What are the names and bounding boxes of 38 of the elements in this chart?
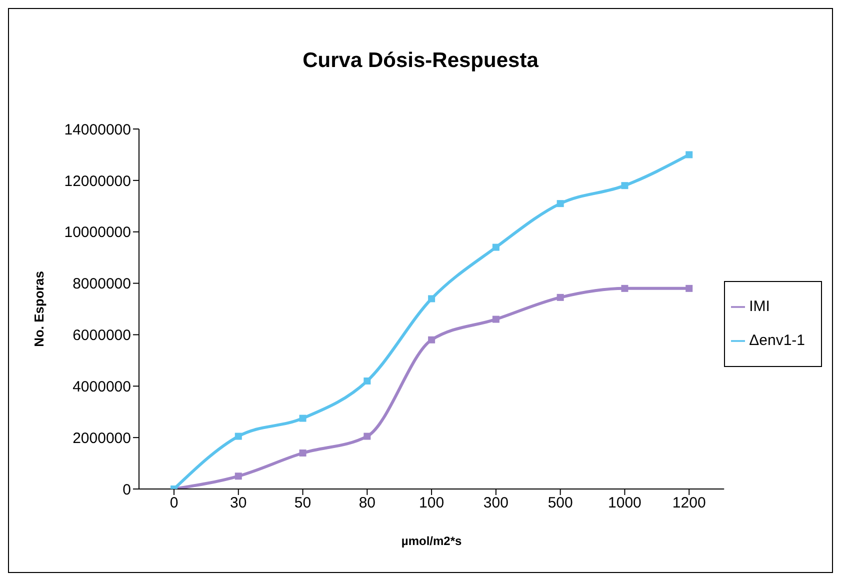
- chart-title: Curva Dósis-Respuesta: [302, 49, 540, 74]
- x-tick-label: 300: [483, 494, 508, 512]
- y-tick-label: 10000000: [64, 224, 131, 242]
- x-tick-label: 0: [170, 494, 178, 512]
- y-tick-label: 2000000: [72, 430, 131, 447]
- point: [364, 378, 371, 384]
- point: [556, 294, 564, 301]
- y-tick-label: 14000000: [64, 121, 131, 138]
- legend-label: IMI: [749, 298, 770, 315]
- point: [621, 182, 628, 190]
- x-tick-label: 500: [548, 494, 573, 512]
- x-tick-label: 50: [294, 494, 312, 512]
- y-tick-label: 6000000: [72, 327, 131, 344]
- x-axis-title: µmol/m2*s: [401, 534, 462, 548]
- point: [234, 432, 242, 440]
- y-axis-title: No. Esporas: [32, 271, 47, 347]
- point: [556, 200, 564, 208]
- point: [492, 316, 500, 323]
- x-tick-label: 100: [419, 494, 444, 512]
- point: [299, 414, 306, 422]
- y-tick-label: 12000000: [64, 172, 131, 190]
- legend-label: Δenv1-1: [749, 332, 805, 349]
- x-tick-label: 1200: [672, 494, 706, 512]
- point: [621, 284, 628, 292]
- y-tick-label: 0: [122, 481, 131, 498]
- point: [428, 295, 436, 302]
- point: [299, 450, 306, 456]
- x-tick-label: 1000: [608, 494, 642, 512]
- point: [364, 432, 371, 440]
- x-tick-label: 80: [358, 494, 376, 512]
- point: [686, 151, 693, 158]
- point: [428, 336, 436, 344]
- y-tick-label: 4000000: [72, 378, 131, 396]
- point: [234, 472, 242, 480]
- point: [686, 284, 693, 292]
- x-tick-label: 30: [230, 494, 247, 512]
- point: [492, 244, 500, 251]
- y-tick-label: 8000000: [72, 276, 131, 293]
